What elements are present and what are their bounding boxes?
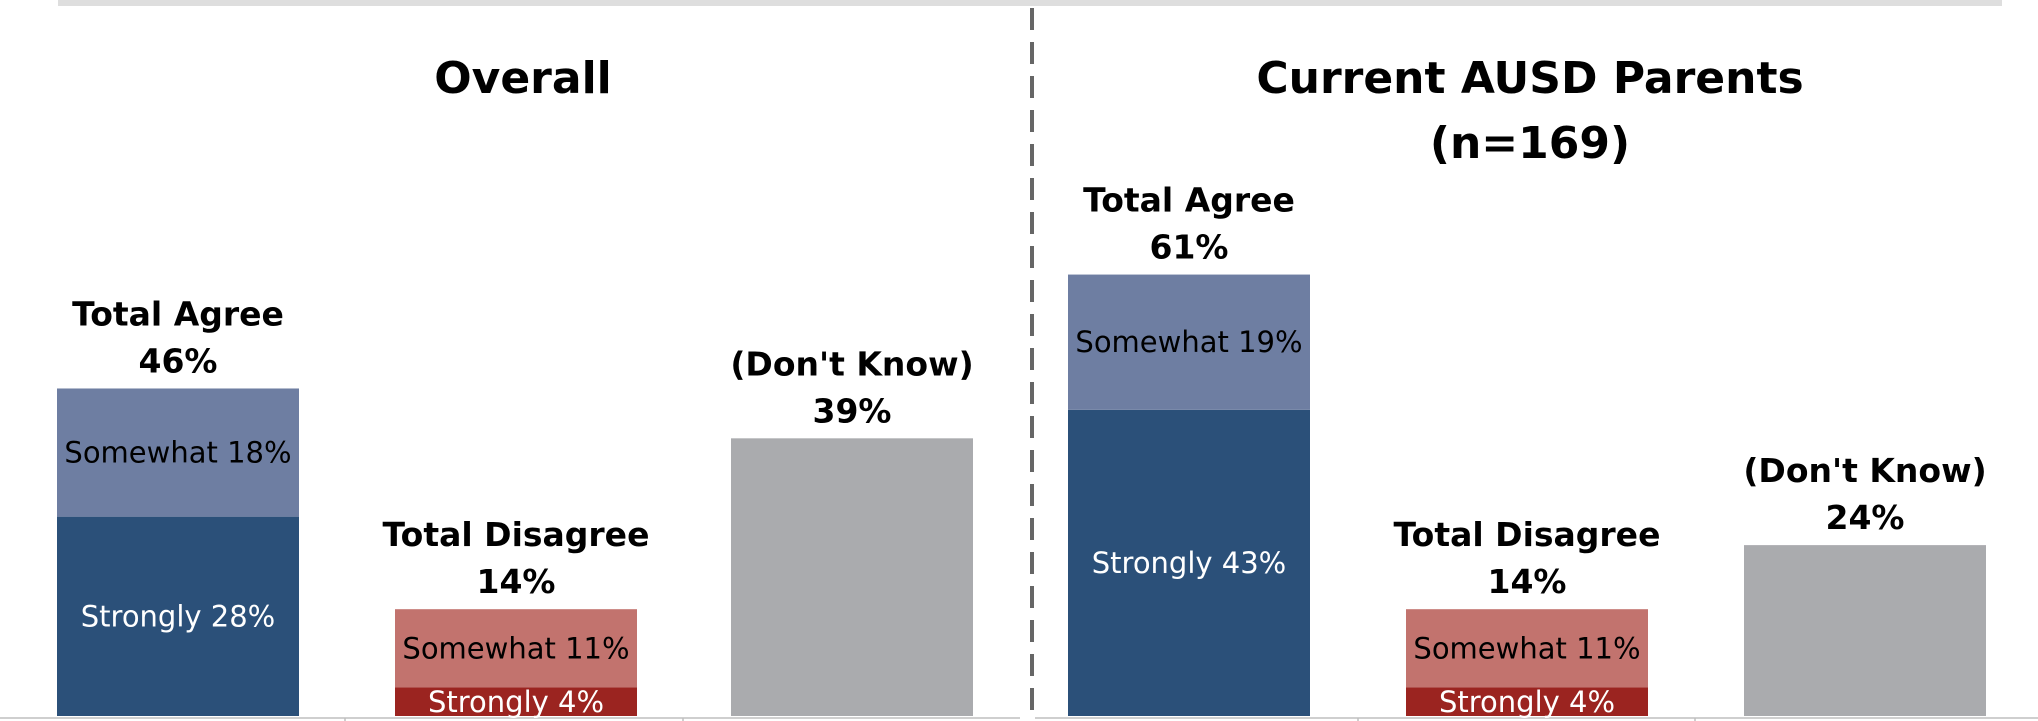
panel-1-segment-label: Somewhat 18%: [64, 436, 291, 470]
panel-2-bar-1-segment-somewhat: [1068, 274, 1310, 410]
panel-2-total-value: 24%: [1826, 498, 1905, 537]
panel-2-bar-1-segment-strongly: [1068, 409, 1310, 716]
panel-1-total-value: 46%: [139, 341, 218, 380]
panel-1-total-value: 39%: [813, 391, 892, 430]
panel-1-title: Overall: [434, 53, 611, 104]
panel-2-total-label: Total Agree: [1083, 181, 1295, 220]
panel-2-segment-label: Somewhat 11%: [1413, 631, 1640, 665]
panel-2-total-label: Total Disagree: [1394, 515, 1661, 554]
panel-2-total-value: 61%: [1150, 228, 1229, 267]
panel-1-bar-2-segment-somewhat: [395, 609, 637, 688]
top-border-bar: [58, 0, 2002, 6]
panel-2-total-value: 14%: [1488, 562, 1567, 601]
panel-2-segment-label: Somewhat 19%: [1075, 325, 1302, 359]
panel-1-total-label: (Don't Know): [730, 344, 973, 383]
panel-1-segment-label: Strongly 4%: [428, 685, 604, 719]
panel-1-bar-2-segment-strongly: [395, 687, 637, 716]
panel-2-title: Current AUSD Parents: [1256, 53, 1803, 104]
panel-1-bar-3-segment-don-t-know: [731, 438, 973, 716]
panel-2-bar-2-segment-strongly: [1406, 687, 1648, 716]
panel-1-total-value: 14%: [477, 562, 556, 601]
panel-2-bar-3-segment-don-t-know: [1744, 545, 1986, 716]
panel-1-segment-label: Strongly 28%: [81, 599, 276, 633]
panel-1-bar-1-segment-somewhat: [57, 388, 299, 517]
panel-2-segment-label: Strongly 4%: [1439, 685, 1615, 719]
panel-2-segment-label: Strongly 43%: [1092, 546, 1287, 580]
panel-2-bar-2-segment-somewhat: [1406, 609, 1648, 688]
panel-1-total-label: Total Disagree: [383, 515, 650, 554]
panel-2-subtitle: (n=169): [1430, 118, 1630, 169]
panel-1-bar-1-segment-strongly: [57, 516, 299, 716]
panel-1-segment-label: Somewhat 11%: [402, 631, 629, 665]
panel-1-total-label: Total Agree: [72, 294, 284, 333]
panel-2-total-label: (Don't Know): [1743, 451, 1986, 490]
